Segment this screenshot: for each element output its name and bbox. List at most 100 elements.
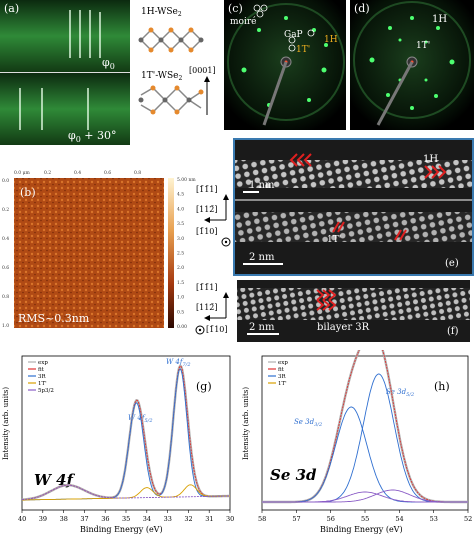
afm-left-tick: 0.4	[2, 236, 9, 242]
afm-left-tick: 0.2	[2, 207, 9, 213]
g-xtick: 38	[60, 515, 68, 523]
h-xtick: 55	[361, 515, 369, 523]
panel-g-xps: Intensity (arb. units) Binding Energy (e…	[0, 350, 236, 536]
panel-h-xps: Intensity (arb. units) Binding Energy (e…	[240, 330, 474, 536]
panel-d-label: (d)	[354, 2, 370, 15]
label-1h-wse2: 1H-WSe2	[141, 7, 182, 18]
h-big-label: Se 3d	[270, 466, 317, 484]
h-xlabel: Binding Energy (eV)	[320, 525, 403, 534]
g-xtick: 32	[184, 515, 192, 523]
g-xtick: 39	[39, 515, 47, 523]
panel-h-label: (h)	[434, 380, 450, 393]
d-1h-label: 1H	[432, 14, 447, 25]
afm-left-tick: 0.0	[2, 178, 9, 184]
g-xtick: 31	[205, 515, 213, 523]
panel-f-label: (f)	[447, 326, 459, 337]
h-legend-item: 1T'	[278, 381, 287, 387]
svg-text:[1̄10]: [1̄10]	[206, 325, 228, 334]
rheed-image: (a) φ0 φ0 + 30°	[0, 0, 130, 145]
h-curve	[262, 489, 468, 503]
svg-text:φ0: φ0	[102, 56, 115, 71]
g-legend-item: 3R	[38, 374, 46, 380]
colorbar-tick: 2.0	[177, 265, 184, 271]
afm-top-tick: 0.6	[104, 170, 111, 176]
h-legend-item: 3R	[278, 374, 286, 380]
g-legend-item: 1T'	[38, 381, 47, 387]
colorbar-tick: 5.00 nm	[177, 177, 196, 183]
h-xtick: 56	[327, 515, 335, 523]
afm-left-tick: 0.6	[2, 265, 9, 271]
afm-left-tick: 1.0	[2, 323, 9, 329]
colorbar-tick: 3.5	[177, 221, 184, 227]
1t-structure-icon	[138, 85, 204, 115]
h-xtick: 52	[464, 515, 472, 523]
direction-label: [0001]	[189, 66, 216, 75]
panel-e-stem: 1H 1 nm 1T' 2 nm (e)	[233, 138, 474, 276]
g-curve	[21, 484, 230, 501]
g-peak2: W 4f5/2	[128, 414, 153, 424]
h-xtick: 58	[258, 515, 266, 523]
colorbar-tick: 4.5	[177, 192, 184, 198]
afm-map	[14, 178, 164, 328]
g-xtick: 30	[226, 515, 234, 523]
g-legend-item: 5p3/2	[38, 388, 54, 394]
colorbar-tick: 1.5	[177, 280, 184, 286]
crystal-structure-diagram: 1H-WSe2 1T'-WSe2 [0001]	[133, 0, 221, 145]
h-xtick: 53	[430, 515, 438, 523]
e-1t-label: 1T'	[327, 235, 341, 245]
h-peak2: Se 3d5/2	[386, 388, 414, 398]
h-legend-item: fit	[278, 367, 285, 373]
panel-g-label: (g)	[196, 380, 212, 393]
crystal-axes-1: [1̄1̄1] [112̄] [1̄10]	[194, 180, 236, 260]
g-legend-item: fit	[38, 367, 45, 373]
panel-c-label: (c)	[228, 2, 243, 15]
svg-text:[112̄]: [112̄]	[196, 303, 218, 312]
h-curve	[262, 406, 468, 503]
panel-d-leed: (d) 1H 1T'	[350, 0, 474, 130]
h-ylabel: Intensity (arb. units)	[242, 387, 250, 460]
h-xtick: 54	[395, 515, 403, 523]
moire-label: moiré	[230, 16, 256, 27]
gap-label: GaP	[284, 30, 303, 40]
g-xtick: 37	[80, 515, 88, 523]
svg-text:[112̄]: [112̄]	[196, 205, 218, 214]
g-xtick: 34	[143, 515, 151, 523]
afm-left-tick: 0.8	[2, 294, 9, 300]
panel-a-label: (a)	[4, 2, 19, 15]
1h-structure-icon	[138, 27, 204, 53]
colorbar-tick: 2.5	[177, 251, 184, 257]
h-peak1: Se 3d3/2	[294, 418, 322, 428]
afm-top-tick: 0.2	[44, 170, 51, 176]
colorbar-tick: 4.0	[177, 206, 184, 212]
panel-c-leed: (c) moiré GaP 1H 1T'	[224, 0, 346, 130]
g-ylabel: Intensity (arb. units)	[2, 387, 10, 460]
svg-text:[1̄1̄1]: [1̄1̄1]	[196, 185, 218, 194]
rms-label: RMS~0.3nm	[18, 312, 90, 325]
g-xtick: 33	[164, 515, 172, 523]
panel-e-label: (e)	[445, 258, 459, 269]
c-1t-label: 1T'	[296, 45, 310, 55]
d-1t-label: 1T'	[416, 41, 430, 51]
g-xtick: 40	[18, 515, 26, 523]
afm-top-tick: 0.8	[134, 170, 141, 176]
afm-top-tick: 0.4	[74, 170, 81, 176]
g-xtick: 35	[122, 515, 130, 523]
e-scale1: 1 nm	[249, 180, 275, 191]
f-caption: bilayer 3R	[317, 322, 370, 333]
svg-text:[1̄1̄1]: [1̄1̄1]	[196, 283, 218, 292]
g-xlabel: Binding Energy (eV)	[80, 525, 163, 534]
e-1h-label: 1H	[423, 154, 438, 165]
panel-f-stem: 2 nm bilayer 3R (f)	[237, 280, 470, 342]
colorbar-tick: 0.00	[177, 324, 187, 330]
colorbar-tick: 1.0	[177, 295, 184, 301]
g-legend-item: exp	[38, 360, 48, 366]
c-1h-label: 1H	[324, 35, 338, 45]
direction-arrow-icon	[204, 76, 210, 115]
panel-b-afm: (b) RMS~0.3nm 0.0 μm 0.2 0.4 0.6 0.8 0.0 0.2 0…	[0, 150, 222, 340]
panel-b-label: (b)	[20, 186, 36, 199]
e-scale2: 2 nm	[249, 252, 275, 263]
crystal-axes-2: [1̄1̄1] [112̄] [1̄10]	[194, 280, 236, 350]
h-xtick: 57	[292, 515, 300, 523]
panel-a-rheed: (a) φ0 φ0 + 30°	[0, 0, 130, 145]
colorbar-tick: 3.0	[177, 236, 184, 242]
